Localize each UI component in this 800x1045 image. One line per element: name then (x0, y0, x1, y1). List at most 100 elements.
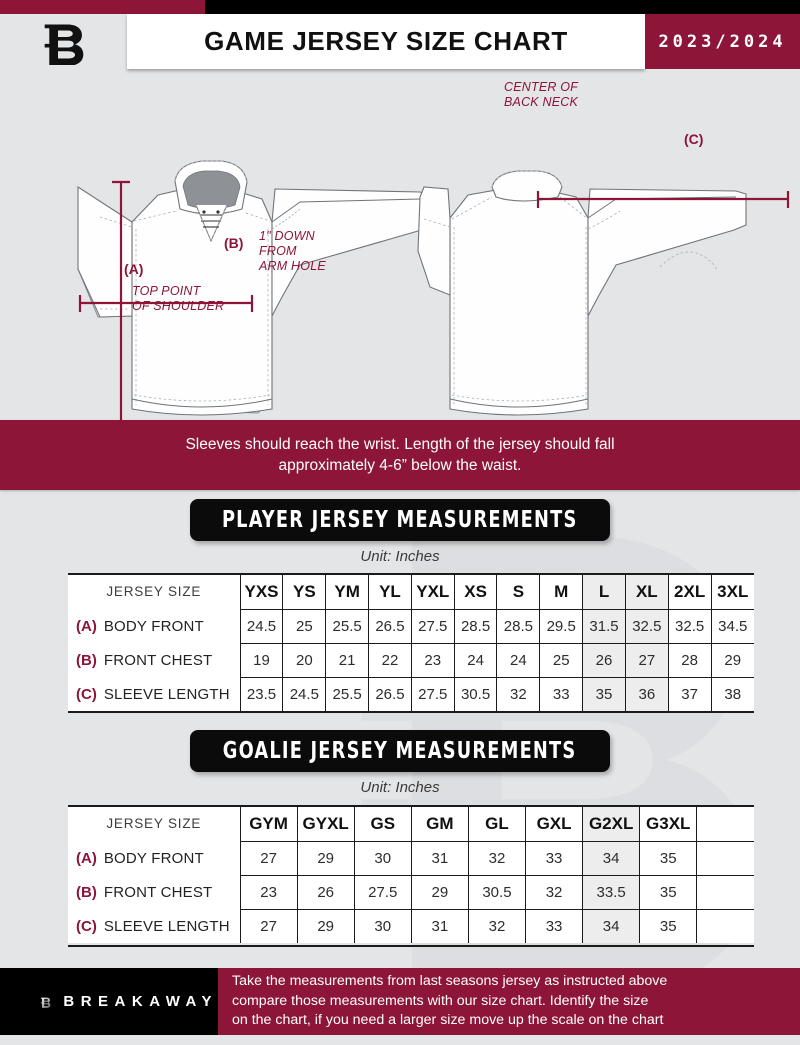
label-b-line3: ARM HOLE (259, 259, 326, 273)
player-table-botline (68, 711, 754, 713)
table-cell: 29 (296, 841, 355, 876)
table-cell: 26.5 (368, 677, 412, 711)
table-cell: 31 (410, 841, 469, 876)
column-header-size: S (496, 574, 541, 610)
player-measurements-table: JERSEY SIZE YXS YS YM YL YXL XS S M L XL 2XL 3XL (A) B… (68, 574, 754, 711)
table-cell: 26.5 (368, 609, 412, 644)
goalie-table-botline (68, 945, 754, 947)
goalie-section-title-text: GOALIE JERSEY MEASUREMENTS (223, 738, 577, 764)
table-cell: 28.5 (496, 609, 541, 644)
row-label: (C) SLEEVE LENGTH (68, 909, 241, 943)
table-cell: 33 (539, 677, 584, 711)
column-header-size: XS (453, 574, 498, 610)
table-cell: 33.5 (582, 875, 641, 910)
player-unit-label: Unit: Inches (360, 548, 440, 565)
table-cell: 24 (496, 643, 541, 678)
label-b-line2: FROM (259, 244, 297, 258)
table-cell: 27 (239, 909, 298, 943)
header-logo (0, 14, 127, 69)
table-cell: 24.5 (239, 609, 284, 644)
row-code: (A) (76, 850, 97, 867)
table-row: (C) SLEEVE LENGTH 23.5 24.5 25.5 26.5 27.5 30.5… (68, 677, 754, 711)
table-cell: 35 (639, 909, 698, 943)
row-code: (C) (76, 917, 97, 935)
table-cell: 29 (296, 909, 355, 943)
table-cell: 38 (710, 677, 754, 711)
season-badge: 2023/2024 (645, 14, 800, 69)
row-name: FRONT CHEST (103, 884, 213, 901)
table-cell: 27 (239, 841, 298, 876)
breakaway-b-logo-icon (40, 997, 51, 1008)
footer-line-3: on the chart, if you need a larger size … (232, 1012, 664, 1029)
footer-line-2: compare those measurements with our size… (232, 992, 649, 1009)
table-row: (A) BODY FRONT 24.5 25 25.5 26.5 27.5 28.5 28.5 2… (68, 609, 754, 644)
table-cell: 28.5 (453, 609, 498, 644)
goalie-measurements-table: JERSEY SIZE GYM GYXL GS GM GL GXL G2XL G3XL (A) BO… (68, 806, 754, 943)
table-cell: 32 (496, 677, 541, 711)
table-cell: 23 (239, 875, 298, 910)
table-cell: 34 (582, 841, 641, 876)
table-cell: 25.5 (325, 677, 370, 711)
back-measurement-lines (536, 191, 790, 208)
table-cell: 25.5 (325, 609, 370, 644)
footer-brand-name: BREAKAWAY (63, 993, 218, 1010)
table-cell: 29.5 (539, 609, 584, 644)
column-header-jersey-size: JERSEY SIZE (68, 806, 241, 842)
table-cell: 25 (282, 609, 327, 644)
instruction-banner: Sleeves should reach the wrist. Length o… (0, 420, 800, 490)
table-cell: 31 (410, 909, 469, 943)
column-header-size: GS (353, 806, 412, 842)
footer-brand: BREAKAWAY (0, 968, 218, 1035)
player-section-title: PLAYER JERSEY MEASUREMENTS (190, 499, 610, 541)
column-header-size: YM (325, 574, 370, 610)
column-header-size: L (582, 574, 626, 610)
column-header-size: GL (467, 806, 527, 842)
top-strip-accent (0, 0, 205, 14)
table-cell (696, 875, 754, 910)
column-header-size: YS (282, 574, 327, 610)
back-jersey-illustration (417, 170, 747, 416)
table-cell: 27.5 (353, 875, 412, 910)
page-footer: BREAKAWAY Take the measurements from las… (0, 968, 800, 1035)
column-header-size: YXS (239, 574, 284, 610)
table-cell: 21 (325, 643, 370, 678)
column-header-jersey-size: JERSEY SIZE (68, 574, 241, 610)
table-cell: 33 (524, 841, 584, 876)
table-cell: 30.5 (467, 875, 527, 910)
marker-b-label: (B) (224, 235, 244, 251)
row-label: (B) FRONT CHEST (68, 643, 241, 678)
column-header-size (696, 806, 754, 842)
column-header-size: XL (624, 574, 669, 610)
breakaway-b-logo-icon (44, 24, 83, 65)
row-name: SLEEVE LENGTH (103, 685, 230, 703)
row-label: (A) BODY FRONT (68, 609, 241, 644)
table-cell: 19 (239, 643, 284, 678)
row-label: (A) BODY FRONT (68, 841, 241, 876)
table-cell: 30 (353, 909, 412, 943)
table-cell: 22 (368, 643, 412, 678)
row-code: (B) (76, 652, 97, 669)
label-a-line1: TOP POINT (132, 284, 201, 298)
row-label: (C) SLEEVE LENGTH (68, 677, 241, 711)
row-code: (B) (76, 884, 97, 901)
table-row: (A) BODY FRONT 27 29 30 31 32 33 34 35 (68, 841, 754, 876)
row-name: FRONT CHEST (103, 652, 213, 669)
table-cell: 35 (639, 841, 698, 876)
jersey-diagrams: (B) (A) TOP POINT OF SHOULDER 1" DOWN FR… (0, 69, 800, 439)
table-cell: 26 (296, 875, 355, 910)
table-cell: 20 (282, 643, 327, 678)
table-cell: 37 (667, 677, 712, 711)
row-name: SLEEVE LENGTH (103, 917, 230, 935)
table-cell: 36 (624, 677, 669, 711)
row-name: BODY FRONT (103, 618, 204, 635)
table-cell (696, 841, 754, 876)
table-cell: 23.5 (239, 677, 284, 711)
goalie-section-title: GOALIE JERSEY MEASUREMENTS (190, 730, 610, 772)
table-header-row: JERSEY SIZE GYM GYXL GS GM GL GXL G2XL G3XL (68, 806, 754, 842)
column-header-size: YXL (410, 574, 455, 610)
table-cell: 34 (582, 909, 641, 943)
table-cell: 29 (710, 643, 754, 678)
front-measurement-lines (78, 180, 254, 439)
column-header-size: GYXL (296, 806, 355, 842)
table-cell: 30.5 (453, 677, 498, 711)
